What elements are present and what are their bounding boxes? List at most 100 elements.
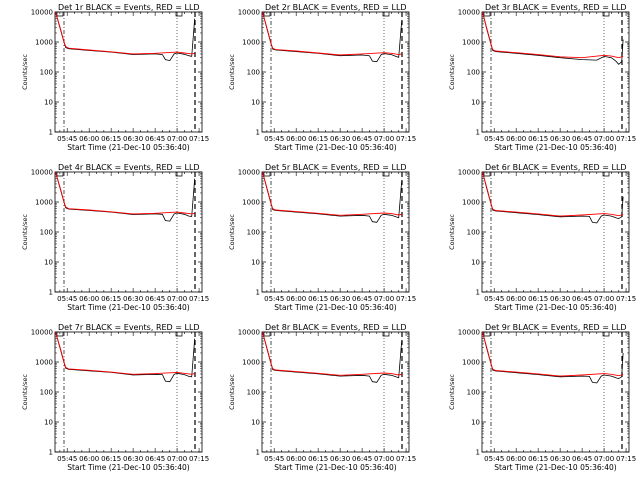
y-tick-label: 1000 bbox=[242, 359, 260, 367]
chart-title: Det 2r BLACK = Events, RED = LLD bbox=[265, 3, 407, 12]
x-tick-label: 06:30 bbox=[123, 455, 143, 463]
top-bracket-right bbox=[175, 172, 183, 177]
chart-title: Det 4r BLACK = Events, RED = LLD bbox=[58, 163, 200, 172]
x-tick-label: 06:30 bbox=[330, 135, 350, 143]
x-tick-label: 06:45 bbox=[352, 135, 372, 143]
y-tick-label: 1000 bbox=[462, 199, 480, 207]
y-tick-label: 10 bbox=[471, 99, 480, 107]
y-tick-label: 100 bbox=[467, 389, 480, 397]
y-tick-label: 10 bbox=[251, 99, 260, 107]
y-tick-label: 1 bbox=[49, 129, 53, 137]
y-axis-label: Counts/sec bbox=[448, 374, 456, 410]
plot-frame bbox=[481, 11, 630, 133]
x-tick-label: 06:00 bbox=[506, 455, 526, 463]
x-tick-label: 06:30 bbox=[330, 455, 350, 463]
x-tick-label: 07:00 bbox=[167, 455, 187, 463]
top-bracket-left bbox=[263, 12, 271, 17]
x-tick-label: 07:15 bbox=[616, 295, 636, 303]
x-axis-label: Start Time (21-Dec-10 05:36:40) bbox=[67, 463, 189, 472]
top-bracket-left bbox=[483, 172, 491, 177]
y-tick-label: 100 bbox=[40, 229, 53, 237]
y-tick-label: 1 bbox=[256, 449, 260, 457]
y-axis-label: Counts/sec bbox=[228, 54, 236, 90]
series-lld-line bbox=[55, 11, 195, 55]
x-tick-label: 06:30 bbox=[550, 455, 570, 463]
x-tick-label: 06:15 bbox=[528, 295, 548, 303]
series-events-line bbox=[55, 331, 196, 383]
y-axis-label: Counts/sec bbox=[21, 54, 29, 90]
x-tick-label: 07:15 bbox=[616, 455, 636, 463]
y-tick-label: 10 bbox=[251, 419, 260, 427]
x-tick-label: 06:00 bbox=[79, 135, 99, 143]
y-tick-label: 1 bbox=[256, 289, 260, 297]
y-axis-label: Counts/sec bbox=[228, 374, 236, 410]
y-tick-label: 10 bbox=[471, 259, 480, 267]
y-tick-label: 1000 bbox=[242, 199, 260, 207]
y-axis-label: Counts/sec bbox=[448, 214, 456, 250]
y-tick-label: 10000 bbox=[31, 329, 53, 337]
top-bracket-right bbox=[602, 12, 610, 17]
x-tick-label: 06:15 bbox=[101, 455, 121, 463]
x-tick-label: 07:15 bbox=[189, 135, 209, 143]
top-bracket-right bbox=[382, 12, 390, 17]
chart-panel-7: Det 7r BLACK = Events, RED = LLD 1 10 100 10… bbox=[21, 323, 209, 472]
x-tick-label: 07:00 bbox=[374, 295, 394, 303]
top-bracket-left bbox=[56, 172, 64, 177]
top-bracket-left bbox=[483, 332, 491, 337]
top-bracket-left bbox=[263, 172, 271, 177]
x-tick-label: 05:45 bbox=[264, 135, 284, 143]
x-tick-label: 07:00 bbox=[374, 135, 394, 143]
y-tick-label: 1 bbox=[476, 129, 480, 137]
x-tick-label: 06:45 bbox=[145, 135, 165, 143]
chart-panel-5: Det 5r BLACK = Events, RED = LLD 1 10 100 10… bbox=[228, 163, 416, 312]
x-tick-label: 07:15 bbox=[189, 455, 209, 463]
x-axis-label: Start Time (21-Dec-10 05:36:40) bbox=[494, 303, 616, 312]
x-tick-label: 07:00 bbox=[594, 135, 614, 143]
y-tick-label: 100 bbox=[247, 389, 260, 397]
chart-title: Det 1r BLACK = Events, RED = LLD bbox=[58, 3, 200, 12]
y-tick-label: 1000 bbox=[35, 199, 53, 207]
x-tick-label: 06:30 bbox=[330, 295, 350, 303]
top-bracket-left bbox=[483, 12, 491, 17]
x-tick-label: 05:45 bbox=[57, 135, 77, 143]
y-axis-label: Counts/sec bbox=[21, 214, 29, 250]
top-bracket-right bbox=[382, 332, 390, 337]
series-events-line bbox=[482, 171, 624, 224]
x-axis-label: Start Time (21-Dec-10 05:36:40) bbox=[274, 143, 396, 152]
y-tick-label: 10000 bbox=[31, 9, 53, 17]
y-tick-label: 1000 bbox=[35, 39, 53, 47]
y-tick-label: 1 bbox=[49, 449, 53, 457]
x-tick-label: 06:15 bbox=[101, 295, 121, 303]
series-lld-line bbox=[262, 11, 402, 56]
series-lld-line bbox=[55, 171, 195, 215]
top-bracket-left bbox=[263, 332, 271, 337]
x-tick-label: 05:45 bbox=[484, 295, 504, 303]
top-bracket-left bbox=[56, 332, 64, 337]
chart-panel-2: Det 2r BLACK = Events, RED = LLD 1 10 100 10… bbox=[228, 3, 416, 152]
y-tick-label: 10 bbox=[44, 259, 53, 267]
y-tick-label: 1 bbox=[476, 289, 480, 297]
top-bracket-right bbox=[602, 332, 610, 337]
y-tick-label: 10000 bbox=[238, 9, 260, 17]
y-tick-label: 1000 bbox=[462, 39, 480, 47]
x-tick-label: 06:45 bbox=[572, 295, 592, 303]
chart-title: Det 3r BLACK = Events, RED = LLD bbox=[485, 3, 627, 12]
y-tick-label: 1 bbox=[256, 129, 260, 137]
plot-frame bbox=[481, 171, 630, 293]
x-tick-label: 06:00 bbox=[506, 295, 526, 303]
top-bracket-right bbox=[175, 332, 183, 337]
y-tick-label: 10000 bbox=[458, 9, 480, 17]
plot-frame bbox=[54, 331, 203, 453]
chart-title: Det 9r BLACK = Events, RED = LLD bbox=[485, 323, 627, 332]
top-bracket-left bbox=[56, 12, 64, 17]
x-tick-label: 07:00 bbox=[167, 135, 187, 143]
y-axis-label: Counts/sec bbox=[21, 374, 29, 410]
chart-title: Det 7r BLACK = Events, RED = LLD bbox=[58, 323, 200, 332]
y-tick-label: 1000 bbox=[242, 39, 260, 47]
series-lld-line bbox=[482, 331, 624, 377]
x-tick-label: 07:15 bbox=[396, 135, 416, 143]
x-tick-label: 06:30 bbox=[123, 295, 143, 303]
x-tick-label: 06:30 bbox=[550, 295, 570, 303]
x-tick-label: 06:00 bbox=[506, 135, 526, 143]
x-tick-label: 07:00 bbox=[374, 455, 394, 463]
